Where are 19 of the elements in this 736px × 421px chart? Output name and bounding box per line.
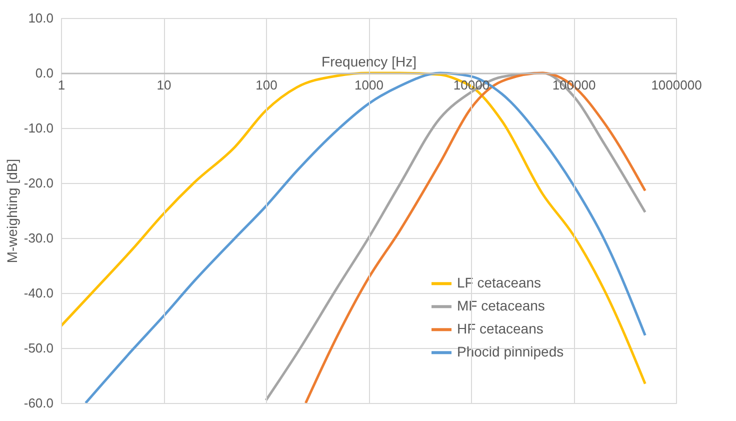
x-tick-label: 1 (58, 78, 66, 92)
y-tick-label: -40.0 (24, 286, 54, 300)
x-tick-label: 1000 (354, 78, 384, 92)
legend-label: MF cetaceans (457, 298, 545, 314)
x-tick-label: 100 (256, 78, 278, 92)
legend-label: LF cetaceans (457, 274, 542, 291)
legend-label: HF cetaceans (457, 320, 544, 337)
y-tick-label: 10.0 (28, 10, 54, 26)
y-tick-label: -20.0 (24, 176, 54, 190)
y-tick-label: -60.0 (24, 396, 54, 410)
x-tick-label: 10 (156, 78, 172, 92)
y-tick-label: -50.0 (24, 340, 54, 356)
y-tick-label: -30.0 (24, 230, 54, 246)
y-axis-title: M-weighting [dB] (4, 158, 20, 264)
x-tick-label: 1000000 (651, 78, 702, 92)
y-tick-label: 0.0 (35, 66, 54, 80)
legend-label: Phocid pinnipeds (457, 344, 564, 360)
y-tick-label: -10.0 (24, 120, 54, 136)
x-axis-title: Frequency [Hz] (322, 54, 416, 70)
